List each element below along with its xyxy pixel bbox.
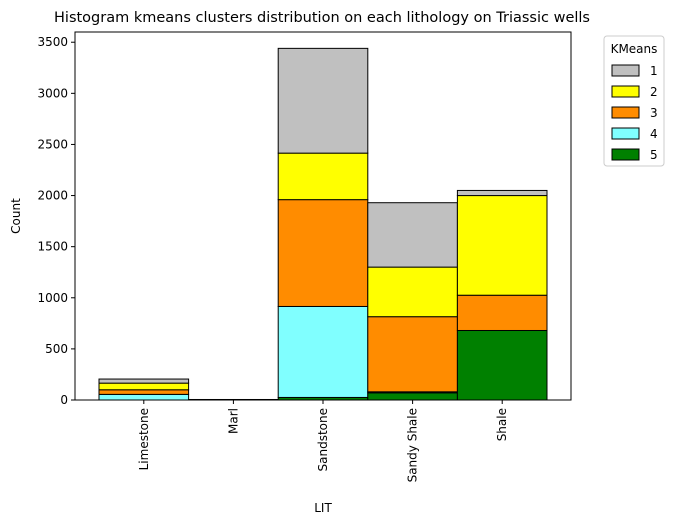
legend-label-5: 5 bbox=[650, 148, 658, 162]
bar-segment-sandy-shale-cluster-1 bbox=[367, 202, 458, 268]
legend-title: KMeans bbox=[611, 42, 658, 56]
bar-segment-shale-cluster-1 bbox=[456, 189, 548, 197]
x-tick-label: Marl bbox=[226, 408, 240, 434]
x-tick-label: Sandy Shale bbox=[406, 408, 420, 482]
y-tick-label: 500 bbox=[45, 342, 68, 356]
y-tick-label: 3500 bbox=[37, 35, 68, 49]
bar-segment-limestone-cluster-1 bbox=[98, 378, 190, 384]
bar-stack-group bbox=[98, 47, 548, 401]
bar-segment-sandy-shale-cluster-5 bbox=[367, 392, 458, 401]
bar-segment-limestone-cluster-3 bbox=[98, 389, 190, 395]
bar-segment-shale-cluster-5 bbox=[456, 329, 548, 401]
bar-segment-sandstone-cluster-2 bbox=[277, 152, 369, 201]
bar-segment-sandy-shale-cluster-2 bbox=[367, 266, 458, 318]
y-tick-label: 0 bbox=[60, 393, 68, 407]
legend-label-4: 4 bbox=[650, 127, 658, 141]
bar-segment-limestone-cluster-4 bbox=[98, 393, 190, 401]
legend-swatch-4 bbox=[611, 127, 640, 140]
y-tick-label: 1500 bbox=[37, 240, 68, 254]
x-tick-label: Limestone bbox=[137, 408, 151, 470]
legend-label-2: 2 bbox=[650, 85, 658, 99]
bar-segment-shale-cluster-3 bbox=[456, 294, 548, 331]
y-axis-label: Count bbox=[9, 198, 23, 234]
x-tick-label: Sandstone bbox=[316, 408, 330, 471]
bar-segment-sandstone-cluster-4 bbox=[277, 305, 369, 398]
y-tick-label: 2000 bbox=[37, 189, 68, 203]
legend-label-3: 3 bbox=[650, 106, 658, 120]
y-axis: 0 500 1000 1500 2000 2500 3000 3500 bbox=[37, 35, 75, 407]
x-tick-label: Shale bbox=[495, 408, 509, 441]
legend-swatch-5 bbox=[611, 148, 640, 161]
bar-segment-sandstone-cluster-3 bbox=[277, 199, 369, 307]
legend-swatch-2 bbox=[611, 85, 640, 98]
bar-segment-limestone-cluster-2 bbox=[98, 382, 190, 391]
legend-swatch-1 bbox=[611, 64, 640, 77]
bar-segment-shale-cluster-2 bbox=[456, 195, 548, 296]
chart-title: Histogram kmeans clusters distribution o… bbox=[54, 10, 590, 26]
legend-swatch-3 bbox=[611, 106, 640, 119]
legend: KMeans 1 2 3 4 5 bbox=[603, 35, 665, 167]
legend-label-1: 1 bbox=[650, 64, 658, 78]
bar-segment-sandstone-cluster-1 bbox=[277, 47, 369, 154]
x-axis-label: LIT bbox=[314, 501, 332, 515]
y-tick-label: 2500 bbox=[37, 137, 68, 151]
legend-entries: 1 2 3 4 5 bbox=[611, 64, 658, 162]
y-tick-label: 3000 bbox=[37, 86, 68, 100]
x-axis: Limestone Marl Sandstone Sandy Shale Shale bbox=[137, 400, 509, 482]
y-tick-label: 1000 bbox=[37, 291, 68, 305]
bar-segment-sandy-shale-cluster-3 bbox=[367, 316, 458, 393]
